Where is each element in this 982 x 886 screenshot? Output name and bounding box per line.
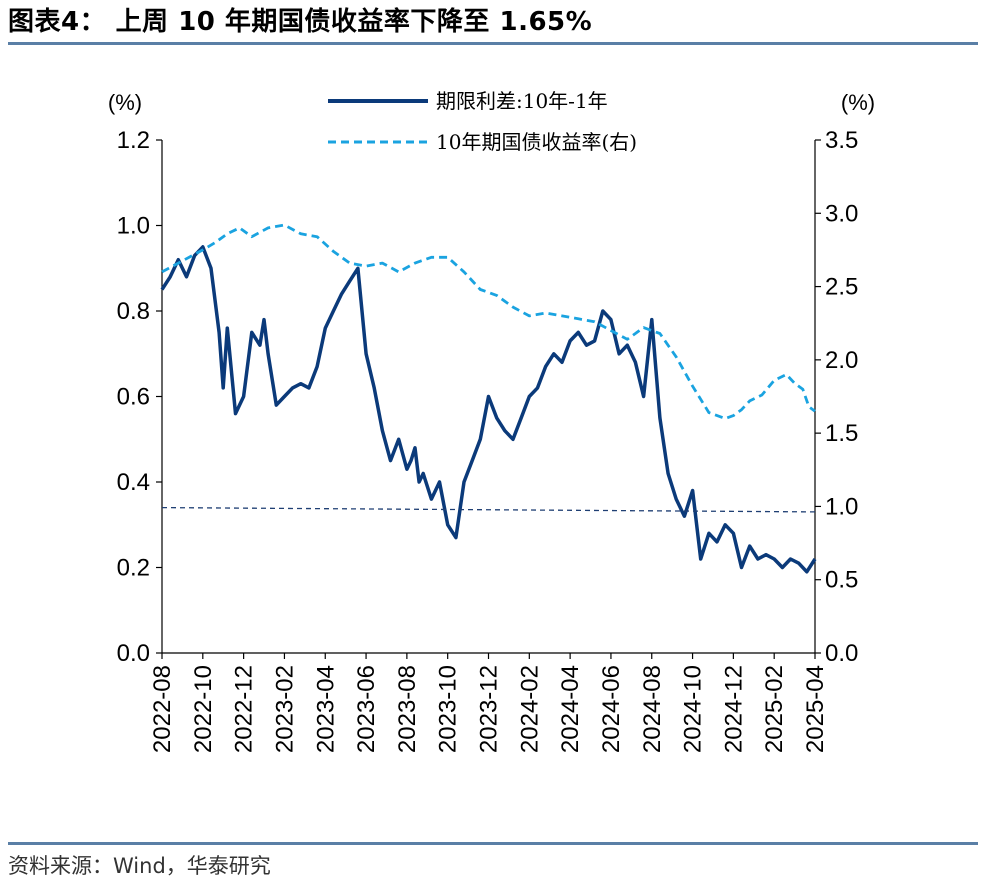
- footer-rule: [8, 842, 978, 845]
- left-tick-label: 0.6: [117, 384, 150, 411]
- right-tick-label: 3.5: [825, 127, 858, 154]
- x-tick-label: 2024-10: [680, 665, 707, 753]
- right-tick-label: 1.5: [825, 420, 858, 447]
- reference-line: [161, 506, 816, 513]
- right-tick-label: 3.0: [825, 200, 858, 227]
- left-tick-label: 1.2: [117, 127, 150, 154]
- source-note: 资料来源：Wind，华泰研究: [8, 854, 271, 878]
- right-tick-label: 2.0: [825, 347, 858, 374]
- right-tick-label: 0.0: [825, 640, 858, 667]
- x-tick-label: 2023-06: [353, 665, 380, 753]
- x-tick-label: 2024-08: [639, 665, 666, 753]
- x-tick-label: 2023-08: [394, 665, 421, 753]
- x-tick-label: 2022-12: [231, 665, 258, 753]
- x-tick-label: 2024-06: [598, 665, 625, 753]
- chart-title: 图表4： 上周 10 年期国债收益率下降至 1.65%: [8, 7, 593, 37]
- left-tick-label: 0.2: [117, 555, 150, 582]
- x-tick-label: 2022-10: [190, 665, 217, 753]
- right-unit-label: (%): [841, 90, 875, 115]
- x-tick-label: 2025-04: [802, 665, 829, 753]
- x-tick-label: 2022-08: [149, 665, 176, 753]
- x-tick-label: 2025-02: [761, 665, 788, 753]
- x-tick-label: 2023-12: [476, 665, 503, 753]
- left-tick-label: 0.0: [117, 640, 150, 667]
- ticks: 0.0 0.2 0.4 0.6 0.8 1.0 1.2 0.0 0.5 1.0 1.5 2.0 2.5 3…: [117, 127, 859, 753]
- series-line-spread: [160, 245, 817, 574]
- x-tick-label: 2023-10: [435, 665, 462, 753]
- series-line-yield: [161, 223, 816, 420]
- series: [160, 223, 817, 574]
- x-tick-label: 2024-02: [516, 665, 543, 753]
- legend-label-yield: 10年期国债收益率(右): [436, 130, 637, 154]
- x-tick-label: 2023-04: [312, 665, 339, 753]
- legend: 期限利差:10年-1年 10年期国债收益率(右): [328, 89, 637, 154]
- header-rule: [8, 42, 978, 45]
- right-tick-label: 0.5: [825, 567, 858, 594]
- left-tick-label: 0.4: [117, 469, 150, 496]
- legend-label-spread: 期限利差:10年-1年: [436, 89, 608, 113]
- left-unit-label: (%): [108, 90, 142, 115]
- left-tick-label: 1.0: [117, 213, 150, 240]
- right-tick-label: 2.5: [825, 274, 858, 301]
- x-tick-label: 2024-12: [720, 665, 747, 753]
- x-tick-label: 2024-04: [557, 665, 584, 753]
- right-tick-label: 1.0: [825, 493, 858, 520]
- left-tick-label: 0.8: [117, 298, 150, 325]
- x-tick-label: 2023-02: [271, 665, 298, 753]
